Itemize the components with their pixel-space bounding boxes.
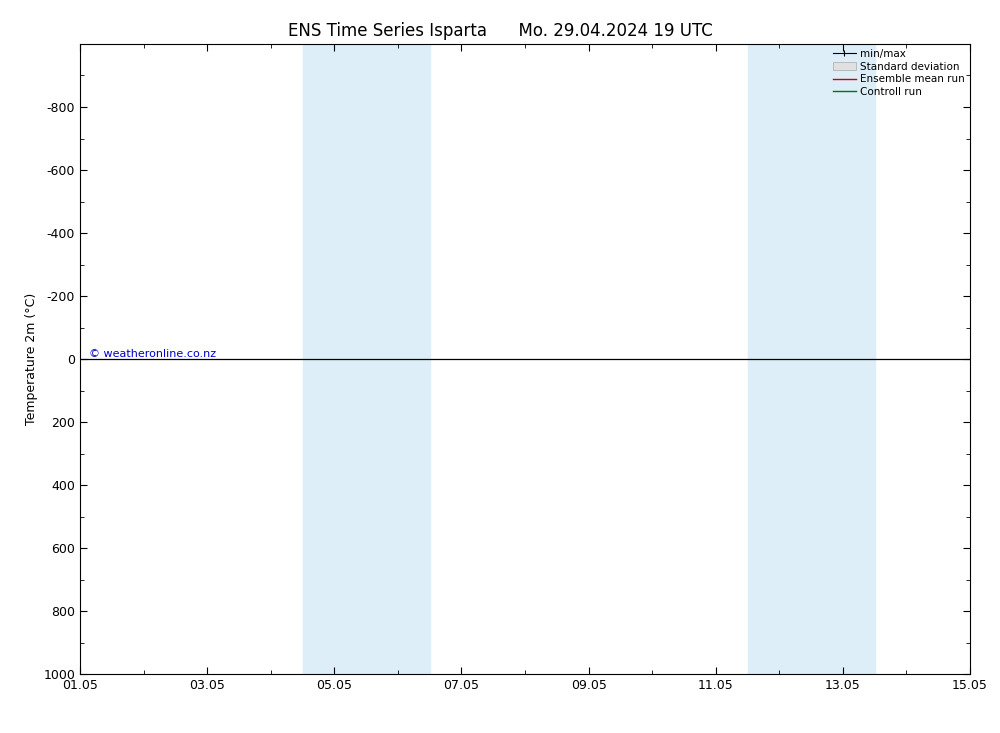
Bar — [748, 44, 875, 674]
Legend: min/max, Standard deviation, Ensemble mean run, Controll run: min/max, Standard deviation, Ensemble me… — [831, 47, 967, 99]
Bar — [302, 44, 430, 674]
Text: © weatheronline.co.nz: © weatheronline.co.nz — [89, 349, 216, 359]
Text: ENS Time Series Isparta      Mo. 29.04.2024 19 UTC: ENS Time Series Isparta Mo. 29.04.2024 1… — [288, 22, 712, 40]
Y-axis label: Temperature 2m (°C): Temperature 2m (°C) — [25, 293, 38, 425]
